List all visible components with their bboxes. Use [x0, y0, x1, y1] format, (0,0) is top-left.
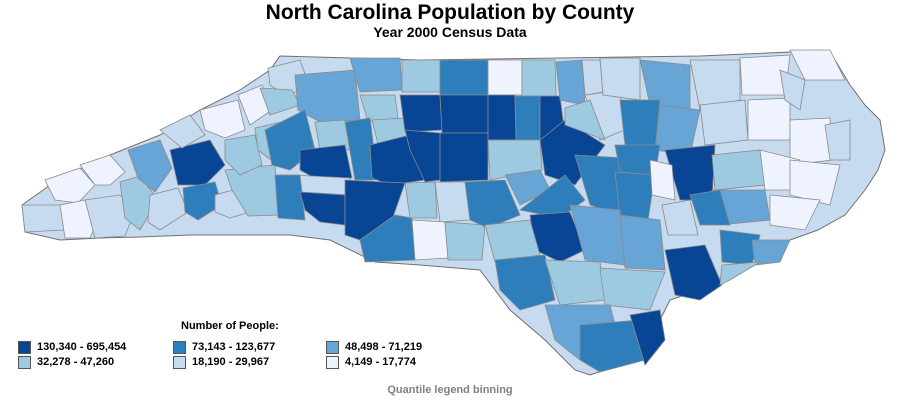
county[interactable]	[359, 94, 399, 123]
county[interactable]	[664, 244, 723, 301]
county[interactable]	[581, 59, 604, 96]
county[interactable]	[274, 174, 306, 221]
county[interactable]	[401, 59, 441, 93]
county[interactable]	[404, 181, 438, 219]
county[interactable]	[79, 154, 126, 186]
county[interactable]	[521, 59, 557, 97]
county[interactable]	[719, 261, 761, 286]
legend-swatch	[173, 355, 186, 369]
county[interactable]	[494, 254, 556, 311]
legend-label: 73,143 - 123,677	[192, 341, 276, 353]
county[interactable]	[711, 149, 766, 191]
county[interactable]	[127, 139, 173, 193]
county[interactable]	[579, 319, 646, 373]
county[interactable]	[147, 187, 189, 231]
county[interactable]	[224, 134, 263, 176]
county[interactable]	[555, 59, 586, 106]
county[interactable]	[182, 181, 223, 221]
county[interactable]	[629, 309, 666, 366]
legend-item: 130,340 - 695,454	[18, 340, 126, 354]
map-subtitle: Year 2000 Census Data	[373, 24, 527, 40]
legend-label: 130,340 - 695,454	[37, 341, 127, 353]
county[interactable]	[439, 132, 489, 183]
county[interactable]	[599, 267, 666, 311]
county[interactable]	[439, 59, 489, 96]
legend-title: Number of People:	[181, 320, 279, 332]
legend-item: 4,149 - 17,774	[326, 355, 416, 369]
county[interactable]	[487, 59, 523, 96]
county[interactable]	[689, 189, 731, 226]
county[interactable]	[464, 179, 521, 229]
county[interactable]	[299, 144, 353, 181]
north-carolina-county-map	[21, 49, 886, 376]
county[interactable]	[404, 129, 441, 183]
county[interactable]	[487, 94, 517, 141]
legend-label: 32,278 - 47,260	[37, 356, 115, 368]
map-title: North Carolina Population by County	[265, 1, 635, 24]
county[interactable]	[199, 99, 246, 139]
county[interactable]	[789, 159, 841, 206]
county[interactable]	[484, 219, 541, 263]
legend-label: 18,190 - 29,967	[192, 356, 270, 368]
county[interactable]	[159, 114, 206, 149]
legend-item: 73,143 - 123,677	[173, 340, 275, 354]
county[interactable]	[487, 139, 543, 181]
legend-label: 48,498 - 71,219	[345, 341, 423, 353]
county[interactable]	[434, 181, 471, 223]
county[interactable]	[44, 167, 96, 204]
county[interactable]	[747, 97, 791, 141]
county[interactable]	[769, 194, 821, 231]
legend-swatch	[326, 340, 339, 354]
legend-swatch	[18, 355, 31, 369]
county[interactable]	[689, 59, 741, 111]
county[interactable]	[444, 221, 486, 261]
legend-item: 32,278 - 47,260	[18, 355, 114, 369]
legend-swatch	[18, 340, 31, 354]
county[interactable]	[599, 57, 641, 101]
county[interactable]	[169, 139, 226, 186]
county[interactable]	[564, 99, 606, 141]
county[interactable]	[619, 214, 666, 271]
county[interactable]	[84, 194, 136, 239]
county[interactable]	[614, 171, 656, 221]
county[interactable]	[619, 99, 661, 151]
county[interactable]	[661, 199, 699, 236]
county[interactable]	[439, 94, 489, 134]
county[interactable]	[299, 191, 346, 226]
county[interactable]	[699, 99, 749, 146]
county[interactable]	[514, 95, 541, 141]
footnote: Quantile legend binning	[387, 384, 513, 396]
county[interactable]	[779, 69, 806, 111]
county[interactable]	[649, 159, 676, 201]
legend-swatch	[173, 340, 186, 354]
legend-swatch	[326, 355, 339, 369]
county[interactable]	[411, 219, 449, 261]
legend-item: 48,498 - 71,219	[326, 340, 422, 354]
county[interactable]	[789, 49, 846, 81]
legend-label: 4,149 - 17,774	[345, 356, 416, 368]
county[interactable]	[399, 94, 443, 133]
county[interactable]	[824, 119, 851, 161]
legend-item: 18,190 - 29,967	[173, 355, 269, 369]
county[interactable]	[751, 239, 791, 266]
county[interactable]	[224, 164, 279, 217]
